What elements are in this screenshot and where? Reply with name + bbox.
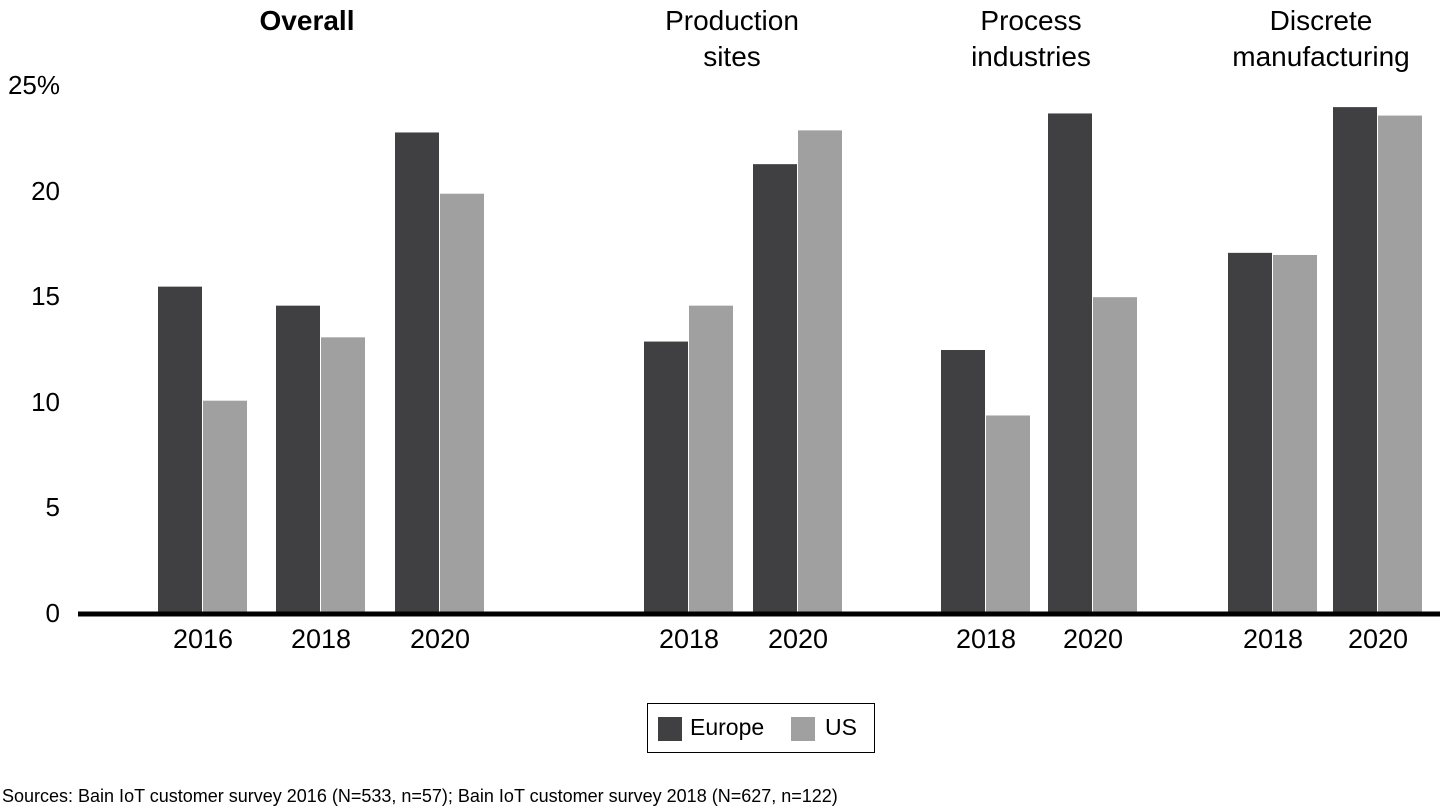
y-tick-label-25: 25% xyxy=(7,70,60,100)
group-title-3: Discrete manufacturing xyxy=(1232,5,1410,72)
y-tick-label-5: 5 xyxy=(45,492,60,523)
legend: Europe US xyxy=(647,703,875,753)
x-tick-label-2-2018: 2018 xyxy=(955,624,1017,654)
bar-0-2018-us xyxy=(321,337,365,614)
bar-0-2020-europe xyxy=(395,132,439,615)
x-tick-label-1-2020: 2020 xyxy=(767,624,829,654)
y-tick-label-15: 15 xyxy=(31,281,60,312)
legend-label-us: US xyxy=(825,714,857,740)
y-tick-label-10: 10 xyxy=(31,386,60,417)
x-tick-label-0-2018: 2018 xyxy=(290,624,352,654)
bar-1-2018-us xyxy=(689,305,733,614)
x-tick-label-0-2016: 2016 xyxy=(172,624,234,654)
x-tick-label-1-2018: 2018 xyxy=(658,624,720,654)
bar-1-2018-europe xyxy=(644,341,688,614)
bar-chart xyxy=(78,107,1440,617)
bar-1-2020-us xyxy=(798,130,842,615)
bar-2-2020-us xyxy=(1093,297,1137,614)
legend-swatch-europe xyxy=(658,717,682,741)
x-tick-label-2-2020: 2020 xyxy=(1062,624,1124,654)
x-tick-label-0-2020: 2020 xyxy=(409,624,471,654)
group-title-1: Production sites xyxy=(665,5,799,72)
bar-0-2016-us xyxy=(203,400,247,614)
x-tick-label-3-2020: 2020 xyxy=(1347,624,1409,654)
bar-0-2016-europe xyxy=(158,286,202,614)
bar-3-2018-us xyxy=(1273,254,1317,614)
bar-3-2020-us xyxy=(1378,115,1422,615)
y-tick-label-0: 0 xyxy=(45,598,60,628)
bar-3-2020-europe xyxy=(1333,107,1377,615)
legend-label-europe: Europe xyxy=(690,714,765,740)
legend-swatch-us xyxy=(791,717,815,741)
bar-0-2020-us xyxy=(440,193,484,614)
bar-2-2018-us xyxy=(986,415,1030,614)
source-note: Sources: Bain IoT customer survey 2016 (… xyxy=(2,786,838,806)
x-tick-label-3-2018: 2018 xyxy=(1242,624,1304,654)
bar-2-2020-europe xyxy=(1048,113,1092,615)
bar-3-2018-europe xyxy=(1228,252,1272,614)
bar-1-2020-europe xyxy=(753,164,797,615)
bar-0-2018-europe xyxy=(276,305,320,614)
bar-2-2018-europe xyxy=(941,350,985,614)
group-title-0: Overall xyxy=(259,5,355,36)
y-tick-label-20: 20 xyxy=(31,175,60,206)
group-title-2: Process industries xyxy=(971,5,1091,72)
